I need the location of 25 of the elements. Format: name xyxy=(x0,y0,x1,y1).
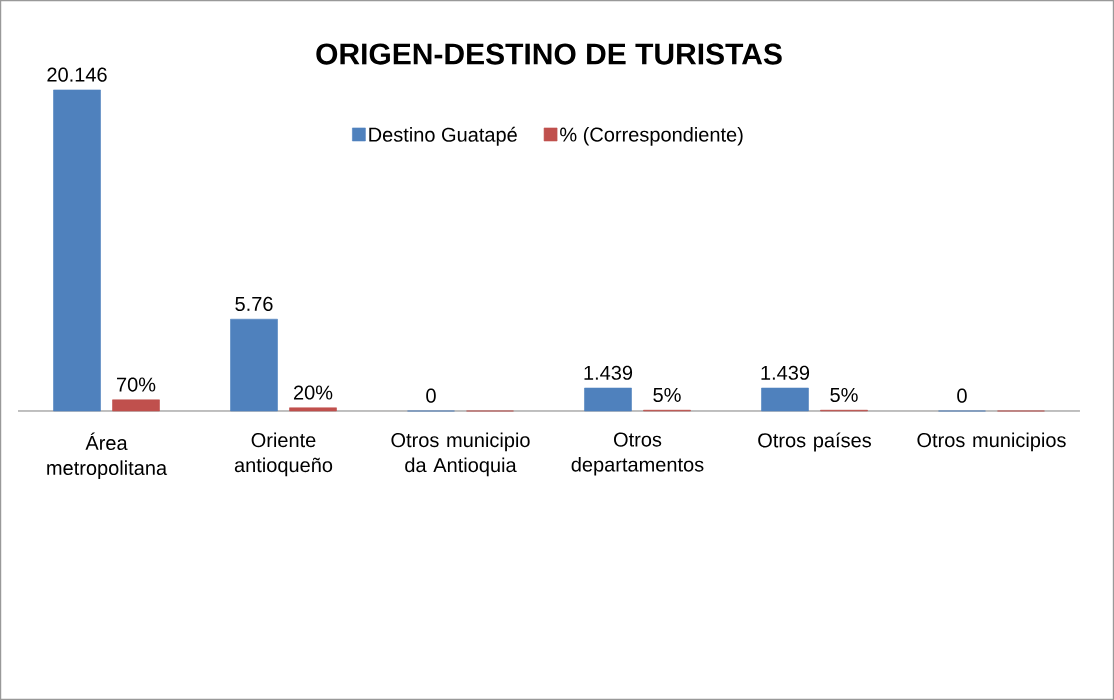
data-label: 70% xyxy=(117,377,156,392)
x-tick-label: Oriente antioqueño xyxy=(234,432,333,477)
x-tick-label: Otros departamentos xyxy=(571,432,704,476)
bar xyxy=(112,399,160,412)
data-label: 5% xyxy=(653,387,681,402)
bar xyxy=(761,387,809,412)
x-tick-label: Otros municipios xyxy=(917,432,1066,452)
bar xyxy=(584,387,632,412)
data-label: 5% xyxy=(830,387,858,402)
bar xyxy=(53,89,101,412)
bar xyxy=(230,318,278,412)
data-label: 20% xyxy=(293,385,333,400)
x-tick-label: Área metropolitana xyxy=(47,432,168,479)
x-tick-label: Otros países xyxy=(758,432,871,452)
chart-title: ORIGEN-DESTINO DE TURISTAS xyxy=(316,43,782,65)
data-label: 5.76 xyxy=(235,296,273,312)
bar xyxy=(289,407,337,412)
legend-label: Destino Guatapé xyxy=(369,126,517,146)
data-label: 1.439 xyxy=(761,365,810,380)
data-label: 20.146 xyxy=(47,67,107,82)
data-label: 0 xyxy=(426,388,436,403)
legend-label: % (Correspondiente) xyxy=(560,126,743,146)
data-label: 0 xyxy=(957,388,967,403)
data-label: 1.439 xyxy=(584,365,633,380)
x-tick-label: Otros municipio da Antioquia xyxy=(391,432,530,477)
